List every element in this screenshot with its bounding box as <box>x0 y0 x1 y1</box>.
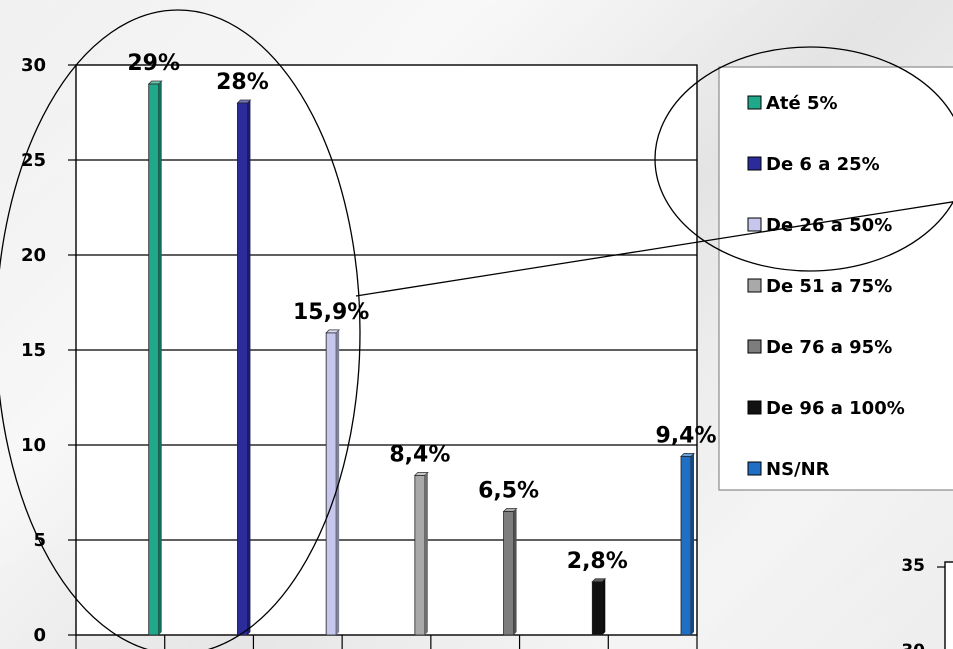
legend-label: De 51 a 75% <box>766 276 892 297</box>
bar-series <box>147 80 695 636</box>
data-label: 6,5% <box>478 479 539 504</box>
data-label: 29% <box>127 51 180 76</box>
legend-label: De 96 a 100% <box>766 398 905 419</box>
legend-label: Até 5% <box>766 93 838 114</box>
bar <box>413 471 429 636</box>
annotation-connector-line <box>355 201 953 297</box>
bar <box>236 99 252 636</box>
legend-item: De 76 a 95% <box>747 337 892 358</box>
data-label: 28% <box>216 70 269 95</box>
data-label: 8,4% <box>389 442 450 467</box>
data-labels: 29% 28% 15,9% 8,4% 6,5% 2,8% 9,4% <box>127 51 716 574</box>
y-tick-label: 30 <box>21 55 46 76</box>
legend-item: NS/NR <box>747 459 830 480</box>
legend-swatch <box>747 156 762 171</box>
annotation-ellipse-legend <box>654 46 953 272</box>
y-tick-label: 0 <box>33 625 46 646</box>
legend-swatch <box>747 400 762 415</box>
legend-swatch <box>747 95 762 110</box>
annotation-ellipse-bars <box>0 9 361 649</box>
x-axis <box>75 635 698 649</box>
y-tick-label: 10 <box>21 435 46 456</box>
legend-label: NS/NR <box>766 459 830 480</box>
legend-item: De 96 a 100% <box>747 398 905 419</box>
legend-swatch <box>747 461 762 476</box>
legend-item: De 26 a 50% <box>747 215 892 236</box>
legend-swatch <box>747 339 762 354</box>
legend-item: Até 5% <box>747 93 838 114</box>
inset-tick-label-30: 30 <box>901 641 925 649</box>
legend-item: De 51 a 75% <box>747 276 892 297</box>
bar <box>680 452 695 636</box>
legend-item: De 6 a 25% <box>747 154 880 175</box>
bar <box>502 508 518 636</box>
data-label: 9,4% <box>655 423 716 448</box>
gridlines <box>76 159 697 541</box>
inset-tick-label-35: 35 <box>901 556 925 576</box>
bar <box>147 80 163 636</box>
y-tick-label: 15 <box>21 340 46 361</box>
inset-plot-area <box>944 561 953 649</box>
annotations <box>0 9 953 649</box>
y-tick-label: 25 <box>21 150 46 171</box>
legend-swatch <box>747 217 762 232</box>
inset-chart: 35 30 <box>901 556 953 649</box>
data-label: 15,9% <box>293 300 369 325</box>
legend: Até 5% De 6 a 25% De 26 a 50% De 51 a 75% De… <box>718 66 953 491</box>
legend-label: De 6 a 25% <box>766 154 880 175</box>
legend-swatch <box>747 278 762 293</box>
data-label: 2,8% <box>567 549 628 574</box>
bar <box>325 329 341 636</box>
legend-label: De 76 a 95% <box>766 337 892 358</box>
bar <box>591 578 607 636</box>
legend-label: De 26 a 50% <box>766 215 892 236</box>
y-tick-label: 20 <box>21 245 46 266</box>
